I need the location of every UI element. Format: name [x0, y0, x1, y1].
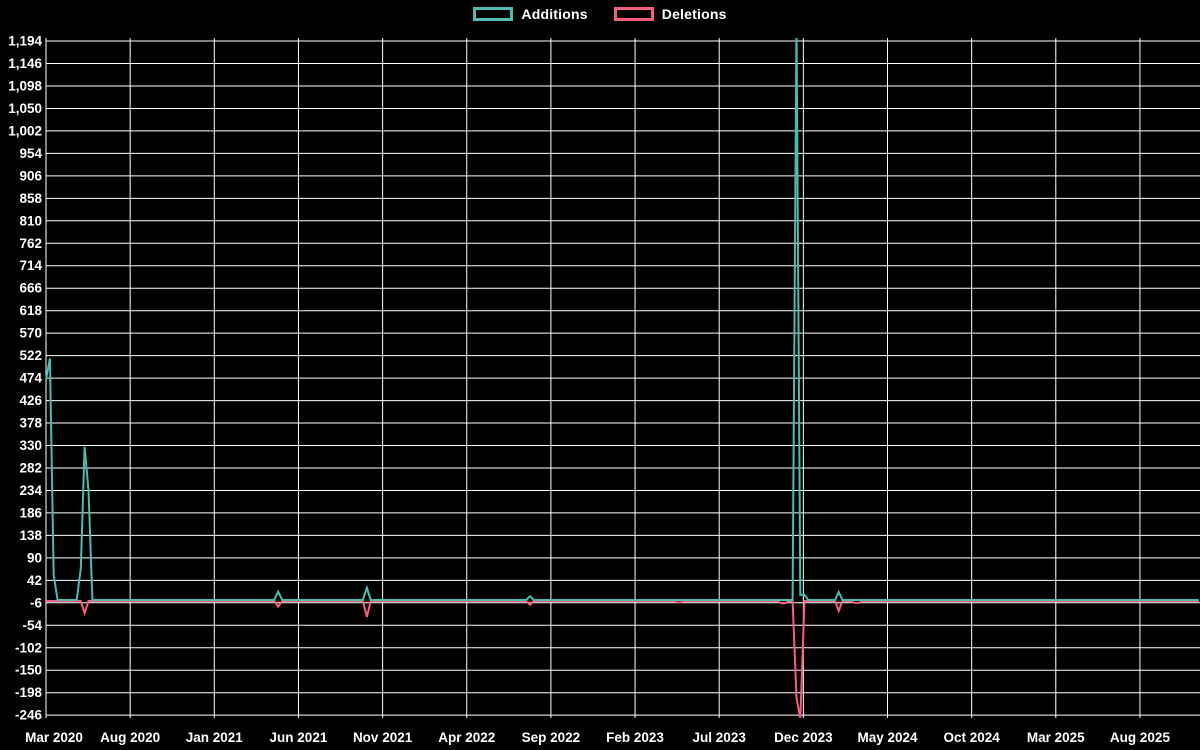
x-tick-label: Aug 2020 — [100, 730, 160, 745]
x-tick-label: Mar 2020 — [25, 730, 83, 745]
y-tick-label: 234 — [19, 483, 42, 498]
y-tick-label: 618 — [19, 303, 42, 318]
y-tick-label: 762 — [19, 236, 42, 251]
x-tick-label: Aug 2025 — [1110, 730, 1171, 745]
y-tick-label: 186 — [19, 505, 42, 520]
y-tick-label: 714 — [19, 258, 42, 273]
y-tick-label: -246 — [15, 708, 43, 723]
x-tick-label: Feb 2023 — [606, 730, 664, 745]
y-tick-label: 282 — [19, 460, 42, 475]
x-tick-label: Apr 2022 — [438, 730, 495, 745]
y-tick-label: 1,050 — [8, 101, 42, 116]
y-tick-label: 426 — [19, 393, 42, 408]
additions-legend-label: Additions — [521, 6, 588, 22]
x-tick-label: Mar 2025 — [1027, 730, 1085, 745]
y-tick-label: 858 — [19, 191, 42, 206]
y-tick-label: 1,098 — [8, 78, 42, 93]
y-tick-label: -102 — [15, 640, 42, 655]
x-tick-label: Jun 2021 — [270, 730, 328, 745]
y-tick-label: 474 — [19, 371, 42, 386]
y-tick-label: 1,194 — [8, 34, 42, 49]
x-tick-label: Jul 2023 — [693, 730, 747, 745]
y-tick-label: 522 — [19, 348, 42, 363]
chart-legend: Additions Deletions — [0, 6, 1200, 22]
y-tick-label: 378 — [19, 416, 42, 431]
legend-item-additions[interactable]: Additions — [473, 6, 588, 22]
y-tick-label: -198 — [15, 685, 43, 700]
y-tick-label: 42 — [27, 573, 42, 588]
x-tick-label: Dec 2023 — [774, 730, 833, 745]
deletions-legend-label: Deletions — [661, 6, 727, 22]
y-tick-label: 666 — [19, 281, 42, 296]
legend-item-deletions[interactable]: Deletions — [613, 6, 727, 22]
y-tick-label: 90 — [27, 550, 42, 565]
x-tick-label: Nov 2021 — [353, 730, 413, 745]
y-tick-label: 138 — [19, 528, 42, 543]
y-tick-label: 906 — [19, 168, 42, 183]
additions-line — [45, 38, 1199, 601]
y-tick-label: -54 — [22, 618, 42, 633]
deletions-line — [46, 600, 1199, 718]
deletions-swatch-icon — [613, 7, 654, 21]
x-tick-label: Jan 2021 — [186, 730, 244, 745]
y-tick-label: 1,146 — [8, 56, 42, 71]
x-tick-label: May 2024 — [857, 730, 918, 745]
y-tick-label: 810 — [19, 213, 42, 228]
x-tick-label: Oct 2024 — [944, 730, 1001, 745]
y-tick-label: -150 — [15, 663, 42, 678]
y-tick-label: -6 — [30, 595, 42, 610]
y-tick-label: 954 — [19, 146, 42, 161]
y-tick-label: 1,002 — [8, 123, 42, 138]
x-tick-label: Sep 2022 — [522, 730, 581, 745]
additions-swatch-icon — [473, 7, 514, 21]
y-tick-label: 330 — [19, 438, 42, 453]
series-group — [45, 38, 1199, 718]
y-tick-label: 570 — [19, 326, 42, 341]
